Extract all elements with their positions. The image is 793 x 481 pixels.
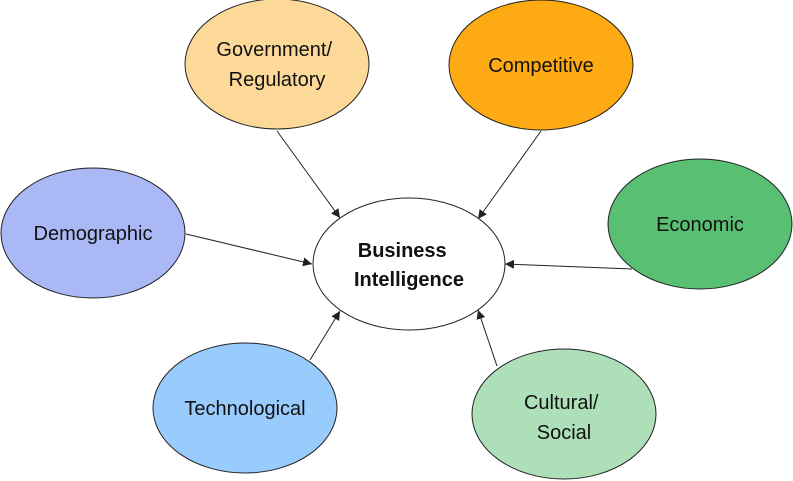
demographic-ellipse: [0, 167, 186, 299]
center-node: Business Intelligence: [312, 197, 506, 331]
svg-text:Economic: Economic: [656, 214, 744, 236]
demographic-label: Demographic: [34, 223, 153, 245]
economic-label: Economic: [656, 214, 744, 236]
center-label-line-1: Business: [358, 240, 447, 262]
svg-text:Business Intelligence: Business Intelligence: [354, 240, 464, 291]
center-label-line-2: Intelligence: [354, 269, 464, 291]
government-regulatory-ellipse: [184, 0, 370, 130]
cultural-social-label-line-2: Social: [537, 422, 591, 444]
svg-text:Competitive: Competitive: [488, 55, 594, 77]
arrow-government-to-center: [276, 130, 341, 219]
svg-text:Technological: Technological: [184, 398, 305, 420]
node-economic: Economic: [607, 158, 793, 290]
technological-label: Technological: [184, 398, 305, 420]
arrow-economic-to-center: [504, 259, 633, 270]
svg-text:Demographic: Demographic: [34, 223, 153, 245]
economic-ellipse: [607, 158, 793, 290]
government-regulatory-label-line-1: Government/: [216, 39, 332, 61]
node-competitive: Competitive: [448, 0, 634, 131]
arrow-technological-to-center: [309, 310, 341, 361]
cultural-social-label-line-1: Cultural/: [524, 392, 599, 414]
competitive-ellipse: [448, 0, 634, 131]
svg-text:Government/ Regulatory: Government/ Regulatory: [216, 39, 337, 91]
node-technological: Technological: [152, 342, 338, 474]
center-ellipse: [312, 197, 506, 331]
cultural-social-ellipse: [471, 348, 657, 480]
competitive-label: Competitive: [488, 55, 594, 77]
svg-text:Cultural/ Social: Cultural/ Social: [524, 392, 604, 444]
node-cultural-social: Cultural/ Social: [471, 348, 657, 480]
arrow-cultural-to-center: [476, 309, 498, 367]
node-demographic: Demographic: [0, 167, 186, 299]
node-government-regulatory: Government/ Regulatory: [184, 0, 370, 130]
technological-ellipse: [152, 342, 338, 474]
government-regulatory-label-line-2: Regulatory: [229, 69, 326, 91]
arrow-competitive-to-center: [477, 130, 542, 220]
arrow-demographic-to-center: [185, 233, 313, 267]
